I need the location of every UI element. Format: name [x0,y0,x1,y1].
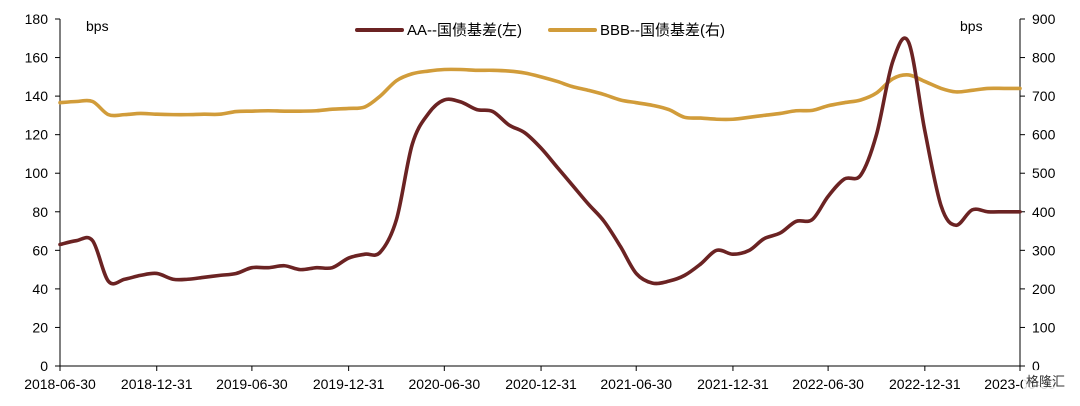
left-tick-label: 20 [32,319,48,335]
x-tick-label: 2020-06-30 [409,376,481,392]
x-tick-label: 2021-12-31 [697,376,769,392]
x-tick-label: 2022-12-31 [889,376,961,392]
x-tick-label: 2018-06-30 [24,376,96,392]
right-tick-label: 200 [1032,281,1056,297]
left-tick-label: 80 [32,204,48,220]
right-tick-label: 500 [1032,165,1056,181]
left-tick-label: 180 [25,11,49,27]
legend-label: AA--国债基差(左) [407,22,522,39]
right-tick-label: 100 [1032,319,1056,335]
right-tick-label: 600 [1032,127,1056,143]
series-line-bbb [58,67,1022,122]
left-tick-label: 60 [32,242,48,258]
left-tick-label: 140 [25,88,49,104]
legend-label: BBB--国债基差(右) [600,22,725,39]
left-tick-label: 160 [25,50,49,66]
right-tick-label: 0 [1032,358,1040,374]
legend: AA--国债基差(左) BBB--国债基差(右) [355,22,725,39]
x-tick-label: 2021-06-30 [600,376,672,392]
watermark-label: 格隆汇 [1022,370,1068,391]
left-tick-label: 100 [25,165,49,181]
series-lines [58,36,1022,286]
right-tick-label: 300 [1032,242,1056,258]
right-tick-label: 700 [1032,88,1056,104]
x-tick-label: 2022-06-30 [792,376,864,392]
left-tick-label: 120 [25,127,49,143]
left-tick-label: 40 [32,281,48,297]
series-line-aa [58,36,1022,286]
x-tick-label: 2020-12-31 [505,376,577,392]
right-tick-label: 800 [1032,50,1056,66]
x-tick-label: 2018-12-31 [121,376,193,392]
x-tick-label: 2019-06-30 [216,376,288,392]
axes: 0 20 40 60 80 100 120 140 160 180 0 100 200 300 400 500… [24,11,1056,392]
left-axis-unit: bps [86,18,109,34]
right-tick-label: 400 [1032,204,1056,220]
x-tick-label: 2019-12-31 [313,376,385,392]
right-axis-unit: bps [960,18,983,34]
left-tick-label: 0 [40,358,48,374]
right-tick-label: 900 [1032,11,1056,27]
